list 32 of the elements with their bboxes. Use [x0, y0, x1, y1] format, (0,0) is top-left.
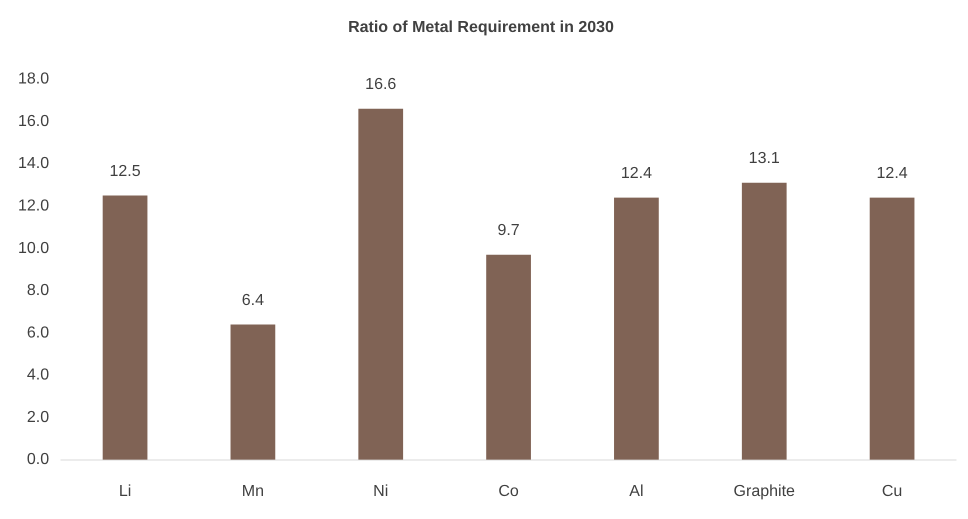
data-label: 6.4	[242, 292, 264, 309]
data-label: 16.6	[365, 76, 396, 94]
y-tick-label: 8.0	[26, 282, 50, 300]
bar	[102, 195, 148, 460]
bar	[486, 254, 531, 460]
bar	[742, 182, 787, 460]
y-tick-label: 4.0	[26, 366, 50, 384]
y-tick-label: 6.0	[26, 324, 50, 342]
y-tick-label: 14.0	[18, 155, 50, 172]
x-tick-label: Co	[498, 482, 519, 500]
x-tick-label: Li	[118, 482, 132, 500]
data-label: 13.1	[748, 150, 780, 168]
y-tick-label: 12.0	[18, 197, 50, 214]
y-tick-label: 18.0	[18, 70, 50, 88]
x-tick-label: Mn	[242, 482, 264, 500]
chart-title: Ratio of Metal Requirement in 2030	[348, 19, 614, 36]
data-label: 12.4	[620, 165, 652, 182]
x-tick-label: Graphite	[734, 482, 796, 500]
x-tick-label: Cu	[882, 482, 902, 500]
y-tick-label: 10.0	[18, 240, 50, 257]
x-tick-label: Ni	[373, 482, 388, 500]
y-tick-label: 0.0	[26, 451, 50, 468]
bar	[614, 198, 659, 460]
bar	[230, 324, 276, 460]
x-tick-label: Al	[629, 482, 644, 500]
data-label: 12.5	[109, 162, 141, 180]
data-label: 12.4	[876, 165, 908, 182]
bar	[870, 198, 914, 460]
y-tick-label: 16.0	[18, 112, 50, 130]
bar	[358, 108, 404, 460]
y-tick-label: 2.0	[26, 408, 50, 426]
data-label: 9.7	[497, 222, 520, 240]
